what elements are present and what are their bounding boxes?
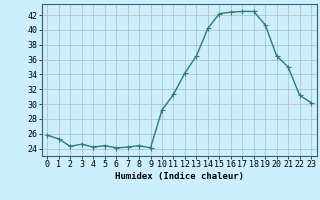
X-axis label: Humidex (Indice chaleur): Humidex (Indice chaleur) (115, 172, 244, 181)
